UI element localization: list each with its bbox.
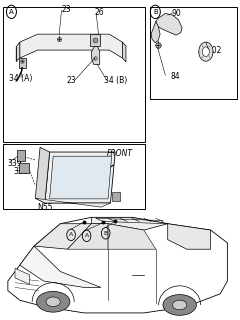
Polygon shape: [17, 150, 24, 161]
Text: 102: 102: [207, 45, 222, 55]
Bar: [150, 7, 237, 100]
Polygon shape: [35, 147, 50, 203]
Polygon shape: [18, 58, 26, 68]
Polygon shape: [90, 34, 100, 46]
PathPatch shape: [108, 224, 156, 249]
Text: 339: 339: [7, 159, 22, 168]
PathPatch shape: [8, 217, 227, 313]
Text: 34 (A): 34 (A): [9, 74, 32, 83]
Polygon shape: [151, 21, 160, 43]
Polygon shape: [50, 156, 112, 199]
Polygon shape: [122, 42, 126, 62]
Polygon shape: [156, 13, 182, 35]
Ellipse shape: [163, 295, 196, 315]
Text: 84: 84: [170, 72, 180, 81]
Polygon shape: [19, 163, 29, 173]
Text: 338: 338: [14, 167, 28, 176]
PathPatch shape: [168, 224, 211, 249]
PathPatch shape: [34, 224, 91, 249]
PathPatch shape: [67, 224, 108, 249]
Bar: [3, 144, 145, 209]
Text: B: B: [103, 231, 108, 236]
Ellipse shape: [36, 292, 70, 312]
PathPatch shape: [15, 268, 29, 284]
Text: A: A: [69, 232, 73, 237]
Polygon shape: [20, 34, 122, 58]
Circle shape: [202, 47, 210, 56]
Text: A: A: [84, 233, 89, 238]
Text: 34 (B): 34 (B): [104, 76, 128, 85]
Text: 90: 90: [171, 9, 181, 18]
Ellipse shape: [173, 300, 187, 310]
Text: 23: 23: [61, 5, 71, 14]
Text: N55: N55: [38, 203, 53, 212]
Polygon shape: [16, 42, 20, 61]
Text: 23: 23: [66, 76, 76, 85]
PathPatch shape: [20, 246, 101, 287]
Text: FRONT: FRONT: [107, 149, 133, 158]
Text: 26: 26: [95, 8, 105, 17]
Text: B: B: [153, 9, 158, 15]
Polygon shape: [112, 192, 120, 201]
Circle shape: [199, 42, 213, 61]
Polygon shape: [45, 152, 115, 203]
Polygon shape: [91, 46, 100, 64]
PathPatch shape: [91, 217, 168, 230]
Bar: [3, 7, 145, 142]
Ellipse shape: [46, 297, 60, 307]
Text: A: A: [9, 9, 14, 15]
Polygon shape: [35, 198, 110, 207]
